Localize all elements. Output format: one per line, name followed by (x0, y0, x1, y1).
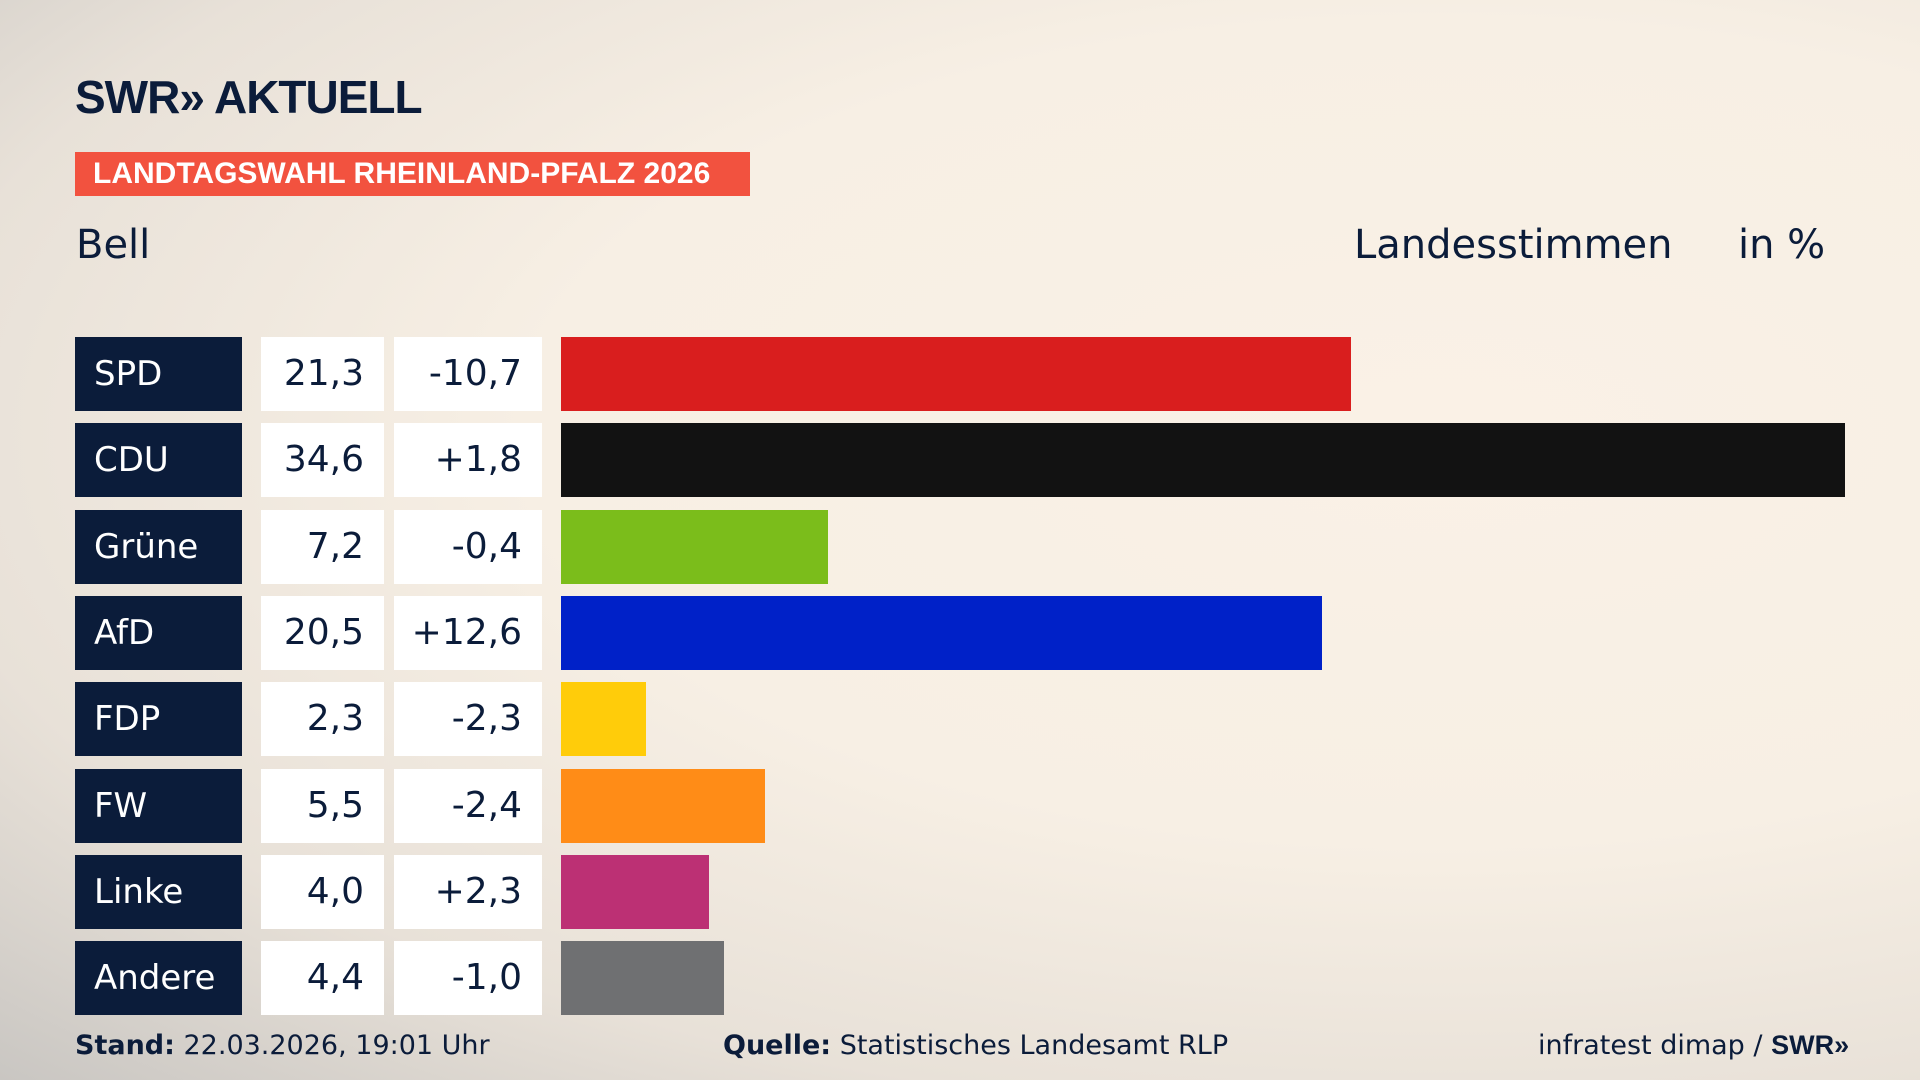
party-label: Linke (75, 854, 242, 929)
election-banner: LANDTAGSWAHL RHEINLAND-PFALZ 2026 (75, 152, 750, 196)
party-label: Andere (75, 941, 242, 1016)
source-label: Quelle: (723, 1030, 832, 1061)
value-label: 34,6 (261, 423, 384, 498)
source-value: Statistisches Landesamt RLP (831, 1030, 1229, 1061)
party-label: CDU (75, 423, 242, 498)
bar-cdu (561, 423, 1845, 498)
party-label: FW (75, 768, 242, 843)
bar-fw (561, 768, 766, 843)
location-title: Bell (76, 222, 151, 268)
bar-afd (561, 595, 1322, 670)
diff-label: +12,6 (394, 595, 542, 670)
bar-andere (561, 941, 725, 1016)
diff-label: -10,7 (394, 337, 542, 411)
diff-label: -0,4 (394, 509, 542, 584)
diff-label: -1,0 (394, 941, 542, 1016)
timestamp: Stand: 22.03.2026, 19:01 Uhr (75, 1030, 490, 1061)
party-label: AfD (75, 595, 242, 670)
bar-linke (561, 854, 710, 929)
bar-spd (561, 337, 1352, 411)
diff-label: -2,3 (394, 682, 542, 757)
value-label: 4,0 (261, 854, 384, 929)
party-label: FDP (75, 682, 242, 757)
stand-value: 22.03.2026, 19:01 Uhr (174, 1030, 490, 1061)
party-label: SPD (75, 337, 242, 411)
value-label: 20,5 (261, 595, 384, 670)
value-label: 21,3 (261, 337, 384, 411)
bar-fdp (561, 682, 647, 757)
credit: infratest dimap / SWR» (1538, 1030, 1849, 1061)
diff-label: +1,8 (394, 423, 542, 498)
stand-label: Stand: (75, 1030, 175, 1061)
unit-label: in % (1738, 222, 1826, 268)
source: Quelle: Statistisches Landesamt RLP (723, 1030, 1228, 1061)
value-label: 5,5 (261, 768, 384, 843)
measure-label: Landesstimmen (1354, 222, 1673, 268)
bar-grüne (561, 509, 829, 584)
value-label: 7,2 (261, 509, 384, 584)
value-label: 4,4 (261, 941, 384, 1016)
party-label: Grüne (75, 509, 242, 584)
diff-label: +2,3 (394, 854, 542, 929)
swr-small-logo: SWR» (1771, 1030, 1850, 1060)
value-label: 2,3 (261, 682, 384, 757)
credit-text: infratest dimap / (1538, 1030, 1772, 1061)
diff-label: -2,4 (394, 768, 542, 843)
swr-aktuell-logo: SWR» AKTUELL (75, 71, 423, 123)
